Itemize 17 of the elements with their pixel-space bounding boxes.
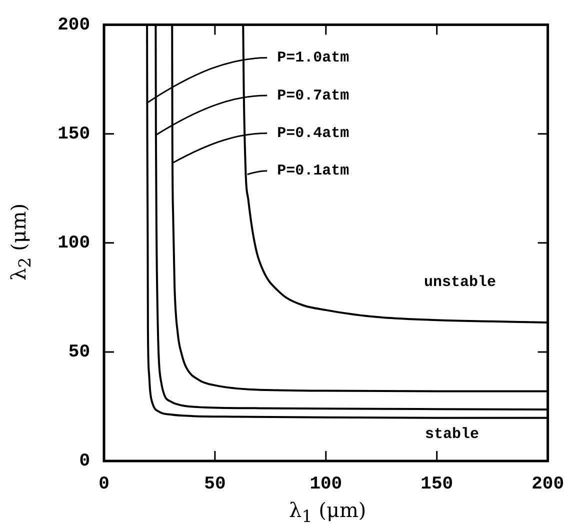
x-tick-label: 0 [98, 474, 110, 494]
y-tick-label: 50 [68, 342, 90, 362]
annotation: P=0.4atm [277, 124, 350, 142]
x-tick-label: 100 [310, 474, 342, 494]
y-tick-label: 200 [58, 15, 90, 36]
x-axis-title: λ$_{1}$ (μm) [289, 498, 366, 526]
annotation: stable [424, 426, 480, 443]
annotation: P=1.0atm [277, 50, 350, 67]
annotation: unstable [424, 274, 496, 291]
x-tick-label: 200 [532, 474, 564, 494]
annotation: P=0.1atm [277, 162, 350, 180]
annotation: P=0.7atm [277, 87, 350, 104]
y-tick-label: 0 [79, 452, 90, 472]
y-tick-label: 100 [58, 233, 90, 254]
y-tick-label: 150 [58, 124, 90, 144]
x-tick-label: 50 [204, 474, 226, 494]
x-tick-label: 150 [420, 474, 454, 494]
